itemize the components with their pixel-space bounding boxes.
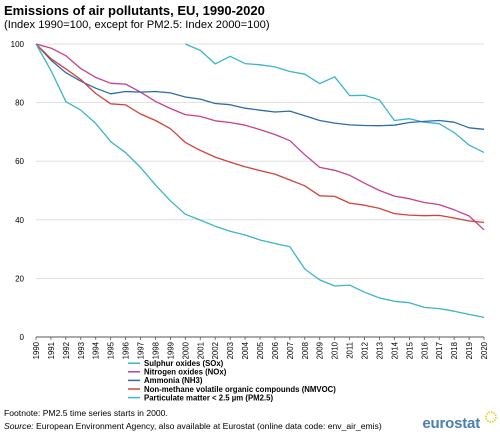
x-tick-label: 1992	[62, 342, 71, 359]
x-tick-label: 2015	[405, 341, 414, 359]
x-tick-label: 1991	[47, 342, 56, 359]
x-tick-label: 2008	[301, 342, 310, 359]
source-note: Source: European Environment Agency, als…	[4, 421, 382, 431]
y-axis-ticks: 0 20 40 60 80 100	[11, 40, 25, 342]
series-line-5	[35, 43, 485, 319]
legend-label: Nitrogen oxides (NOx)	[144, 368, 227, 377]
x-tick-label: 2019	[465, 342, 474, 359]
x-tick-label: 2013	[375, 342, 384, 359]
x-tick-label: 2010	[331, 341, 340, 359]
series-line-3	[35, 43, 485, 130]
x-tick-label: 1996	[122, 342, 131, 359]
x-tick-label: 2004	[241, 341, 250, 359]
source-text: European Environment Agency, also availa…	[33, 421, 382, 431]
x-tick-label: 2005	[256, 341, 265, 359]
x-tick-label: 2009	[316, 342, 325, 359]
x-tick-label: 2000	[181, 341, 190, 359]
legend-label: Sulphur oxides (SOx)	[144, 359, 224, 368]
y-tick-label: 80	[15, 99, 24, 108]
legend-label: Non-methane volatile organic compounds (…	[144, 385, 336, 394]
x-tick-label: 1994	[92, 341, 101, 359]
eurostat-stars-icon	[485, 411, 497, 423]
x-tick-label: 1990	[32, 341, 41, 359]
x-tick-label: 2006	[271, 342, 280, 359]
series-line-1	[185, 43, 485, 153]
x-tick-label: 2020	[480, 341, 489, 359]
legend: Sulphur oxides (SOx)Nitrogen oxides (NOx…	[128, 359, 336, 402]
x-tick-label: 2002	[211, 342, 220, 359]
series-lines	[35, 43, 485, 319]
x-tick-label: 2007	[286, 342, 295, 359]
series-line-4	[35, 43, 485, 224]
x-tick-label: 1998	[151, 342, 160, 359]
x-tick-label: 2003	[226, 342, 235, 359]
legend-label: Ammonia (NH3)	[144, 376, 203, 385]
y-tick-label: 20	[15, 274, 24, 283]
x-tick-label: 1997	[137, 342, 146, 359]
chart-title: Emissions of air pollutants, EU, 1990-20…	[4, 3, 265, 18]
legend-label: Particulate matter < 2.5 µm (PM2.5)	[144, 393, 273, 402]
x-tick-label: 1995	[107, 341, 116, 359]
x-tick-label: 2011	[346, 342, 355, 359]
y-tick-label: 100	[11, 40, 25, 49]
x-axis-ticks: 1990 1991 1992 1993 1994 1995 1996 1997 1998 1999…	[32, 337, 489, 359]
x-tick-label: 2014	[390, 341, 399, 359]
eurostat-logo: eurostat	[422, 415, 480, 432]
x-tick-label: 2001	[196, 342, 205, 359]
y-tick-label: 40	[15, 216, 24, 225]
chart-subtitle: (Index 1990=100, except for PM2.5: Index…	[4, 19, 270, 31]
x-tick-label: 2012	[361, 342, 370, 359]
y-tick-label: 0	[20, 333, 25, 342]
x-tick-label: 2018	[450, 342, 459, 359]
x-tick-label: 1993	[77, 342, 86, 359]
grid-lines	[36, 43, 484, 338]
x-tick-label: 2017	[435, 342, 444, 359]
x-tick-label: 2016	[420, 342, 429, 359]
y-tick-label: 60	[15, 157, 24, 166]
series-line-2	[35, 43, 485, 231]
x-tick-label: 1999	[166, 342, 175, 359]
source-label: Source:	[4, 421, 34, 431]
footnote: Footnote: PM2.5 time series starts in 20…	[4, 408, 168, 418]
